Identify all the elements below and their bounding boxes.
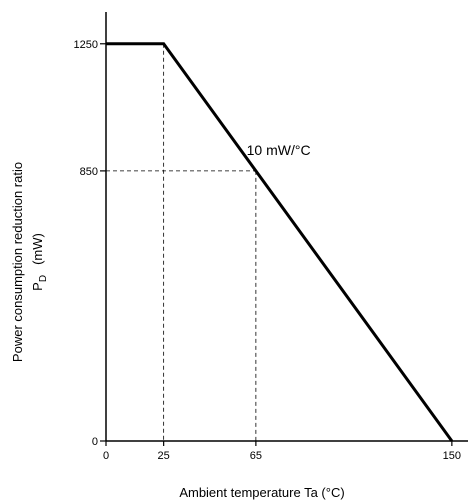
x-tick-label: 0 — [103, 450, 109, 462]
y-axis-unit: (mW) — [30, 233, 45, 265]
x-tick-label: 25 — [158, 450, 170, 462]
y-tick-label: 0 — [92, 436, 98, 448]
x-axis-title: Ambient temperature Ta (°C) — [179, 485, 344, 500]
y-axis-title-line2: PD (mW) — [30, 233, 49, 291]
y-tick-label: 850 — [80, 166, 98, 178]
x-tick-label: 150 — [443, 450, 461, 462]
y-axis-title-line1: Power consumption reduction ratio — [10, 162, 25, 362]
derating-curve-line — [106, 42, 454, 442]
y-axis-symbol: P — [30, 282, 45, 291]
series-layer — [106, 42, 454, 442]
y-axis-symbol-subscript: D — [38, 275, 49, 282]
annotations: 10 mW/°C — [247, 142, 311, 158]
slope-annotation: 10 mW/°C — [247, 142, 311, 158]
y-tick-label: 1250 — [74, 39, 98, 51]
axes — [105, 12, 468, 442]
axis-ticks: 0 850 1250 0 25 65 150 — [74, 39, 462, 462]
reference-lines — [106, 43, 257, 441]
x-tick-label: 65 — [250, 450, 262, 462]
